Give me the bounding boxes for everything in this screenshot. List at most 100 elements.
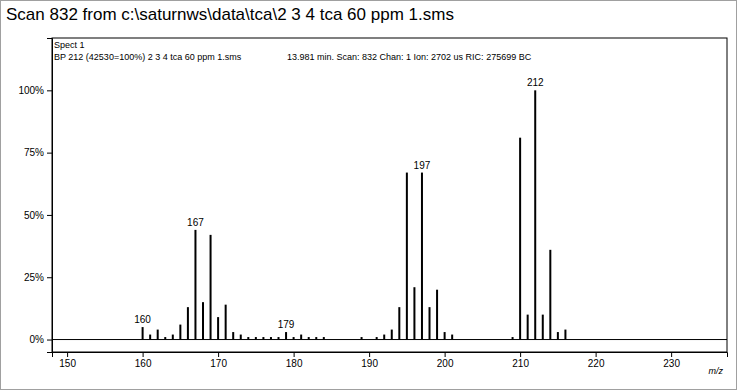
y-tick-mark bbox=[47, 215, 52, 216]
x-tick-mark bbox=[294, 352, 295, 357]
baseline bbox=[52, 339, 727, 340]
bar bbox=[564, 330, 566, 340]
chart: Scan 832 from c:\saturnws\data\tca\2 3 4… bbox=[0, 0, 737, 390]
bar bbox=[421, 173, 423, 340]
y-tick: 100% bbox=[18, 85, 52, 96]
x-tick-mark bbox=[445, 352, 446, 357]
x-tick-mark bbox=[520, 352, 521, 357]
y-tick-label: 100% bbox=[18, 85, 44, 96]
y-tick-mark bbox=[47, 340, 52, 341]
y-tick-label: 50% bbox=[24, 210, 44, 221]
bar bbox=[157, 330, 159, 340]
bar bbox=[557, 332, 559, 339]
x-tick-label: 150 bbox=[59, 358, 76, 369]
bar bbox=[406, 173, 408, 340]
x-tick-mark bbox=[218, 352, 219, 357]
peak-label: 167 bbox=[187, 217, 204, 228]
bar bbox=[398, 307, 400, 339]
x-tick: 150 bbox=[59, 352, 76, 369]
bar bbox=[444, 332, 446, 339]
bar bbox=[429, 307, 431, 339]
x-tick: 220 bbox=[588, 352, 605, 369]
bar bbox=[164, 337, 166, 339]
y-tick: 50% bbox=[24, 210, 52, 221]
x-tick: 180 bbox=[286, 352, 303, 369]
x-axis-line bbox=[53, 353, 728, 358]
x-tick: 230 bbox=[663, 352, 680, 369]
bar bbox=[210, 235, 212, 340]
bar bbox=[542, 315, 544, 340]
x-tick-mark bbox=[143, 352, 144, 357]
x-tick-mark bbox=[369, 352, 370, 357]
bar bbox=[413, 287, 415, 339]
y-tick-label: 25% bbox=[24, 272, 44, 283]
y-tick-label: 75% bbox=[24, 147, 44, 158]
bars bbox=[142, 90, 567, 339]
x-tick-label: 230 bbox=[663, 358, 680, 369]
bar bbox=[232, 332, 234, 339]
x-tick-label: 180 bbox=[286, 358, 303, 369]
x-tick: 200 bbox=[437, 352, 454, 369]
bar bbox=[361, 337, 363, 339]
bar bbox=[247, 337, 249, 339]
x-axis-title: m/z bbox=[709, 366, 724, 376]
bar bbox=[217, 317, 219, 339]
peak-label: 197 bbox=[414, 160, 431, 171]
peak-label: 160 bbox=[134, 314, 151, 325]
title: Scan 832 from c:\saturnws\data\tca\2 3 4… bbox=[6, 5, 454, 24]
peak-label: 212 bbox=[527, 77, 544, 88]
bar bbox=[194, 230, 196, 340]
bar bbox=[451, 335, 453, 340]
y-tick-mark bbox=[47, 277, 52, 278]
x-tick-label: 220 bbox=[588, 358, 605, 369]
bar bbox=[293, 337, 295, 339]
bar bbox=[270, 337, 272, 339]
x-tick: 170 bbox=[210, 352, 227, 369]
annotation: Spect 1 bbox=[54, 40, 85, 50]
y-tick: 0% bbox=[30, 334, 52, 345]
bar bbox=[323, 337, 325, 339]
bar bbox=[549, 250, 551, 340]
y-tick: 25% bbox=[24, 272, 52, 283]
bar bbox=[512, 337, 514, 339]
bar bbox=[262, 337, 264, 339]
x-tick-label: 170 bbox=[210, 358, 227, 369]
bar bbox=[519, 138, 521, 340]
x-tick: 160 bbox=[135, 352, 152, 369]
annotation: BP 212 (42530=100%) 2 3 4 tca 60 ppm 1.s… bbox=[54, 52, 242, 62]
bar bbox=[315, 337, 317, 339]
bar bbox=[300, 335, 302, 340]
y-axis: 0% 25% 50% 75% 100% bbox=[18, 39, 52, 353]
peak-label: 179 bbox=[278, 319, 295, 330]
plot-frame bbox=[52, 38, 727, 352]
bar bbox=[391, 330, 393, 340]
y-tick-label: 0% bbox=[30, 334, 45, 345]
bar bbox=[240, 335, 242, 340]
bar bbox=[383, 335, 385, 340]
bar bbox=[172, 335, 174, 340]
annotation: 13.981 min. Scan: 832 Chan: 1 Ion: 2702 … bbox=[287, 52, 532, 62]
y-tick-mark bbox=[47, 90, 52, 91]
bar bbox=[527, 315, 529, 340]
bar bbox=[285, 332, 287, 339]
x-tick: 190 bbox=[361, 352, 378, 369]
bar bbox=[225, 305, 227, 340]
bar bbox=[308, 337, 310, 339]
bar bbox=[436, 290, 438, 340]
x-tick-label: 210 bbox=[512, 358, 529, 369]
bar bbox=[142, 327, 144, 339]
x-axis: 150 160 170 180 190 200 210 220 230 bbox=[53, 352, 728, 369]
bar bbox=[376, 337, 378, 339]
bar bbox=[534, 90, 536, 339]
x-tick-label: 200 bbox=[437, 358, 454, 369]
bar bbox=[202, 302, 204, 339]
x-tick: 210 bbox=[512, 352, 529, 369]
outer-frame bbox=[1, 1, 737, 390]
x-tick-label: 190 bbox=[361, 358, 378, 369]
x-tick-mark bbox=[671, 352, 672, 357]
bar bbox=[179, 325, 181, 340]
bar bbox=[255, 337, 257, 339]
y-tick: 75% bbox=[24, 147, 52, 158]
x-tick-label: 160 bbox=[135, 358, 152, 369]
y-axis-line bbox=[47, 39, 53, 353]
